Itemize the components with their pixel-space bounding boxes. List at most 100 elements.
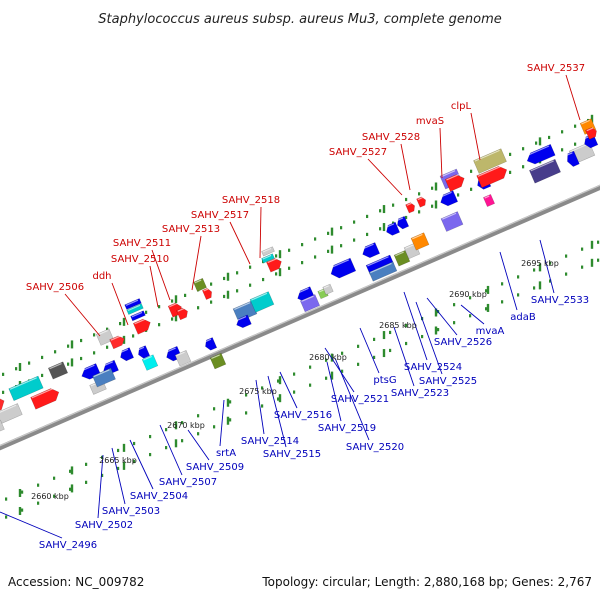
- forward-gene-label: SAHV_2527: [329, 147, 387, 158]
- leader-line: [426, 297, 458, 336]
- tick-mark: [80, 338, 83, 343]
- gene-feature: [137, 345, 151, 359]
- tick-mark: [93, 351, 96, 355]
- tick-mark: [245, 393, 248, 397]
- gene-feature: [261, 246, 275, 257]
- leader-line: [111, 282, 129, 326]
- reverse-gene-label: SAHV_2526: [434, 337, 492, 348]
- major-tick: [226, 398, 230, 407]
- major-tick: [330, 371, 334, 380]
- tick-mark: [357, 344, 360, 348]
- tick-mark: [501, 300, 504, 304]
- major-tick: [226, 290, 230, 299]
- tick-mark: [288, 266, 291, 270]
- gene-feature: [235, 314, 252, 329]
- tick-mark: [21, 508, 24, 512]
- tick-mark: [288, 248, 291, 252]
- tick-mark: [418, 210, 421, 214]
- gene-feature: [322, 283, 334, 295]
- tick-mark: [69, 469, 72, 473]
- tick-mark: [275, 272, 278, 276]
- major-tick: [278, 268, 282, 277]
- genome-summary-text: Topology: circular; Length: 2,880,168 bp…: [261, 575, 592, 589]
- tick-mark: [262, 277, 265, 282]
- leader-line: [460, 304, 485, 325]
- gene-feature: [209, 352, 227, 370]
- tick-mark: [437, 328, 440, 332]
- gene-feature: [261, 253, 275, 264]
- tick-mark: [245, 411, 248, 415]
- tick-mark: [405, 197, 408, 202]
- leader-line: [219, 399, 225, 447]
- kbp-label: 2670 kbp: [167, 421, 205, 430]
- tick-mark: [548, 135, 551, 140]
- gene-feature: [0, 403, 23, 426]
- tick-mark: [249, 283, 252, 287]
- tick-mark: [314, 237, 317, 241]
- tick-mark: [327, 249, 330, 253]
- gene-feature: [299, 294, 321, 313]
- major-tick: [590, 114, 594, 123]
- tick-mark: [379, 227, 382, 231]
- map-title: Staphylococcus aureus subsp. aureus Mu3,…: [98, 12, 502, 27]
- leader-line: [149, 265, 159, 308]
- tick-mark: [574, 142, 577, 146]
- tick-mark: [565, 272, 568, 276]
- reverse-gene-label: SAHV_2509: [186, 462, 244, 473]
- tick-mark: [210, 300, 213, 304]
- tick-mark: [21, 490, 24, 494]
- reverse-gene-label: SAHV_2520: [346, 442, 404, 453]
- gene-feature: [368, 261, 398, 282]
- tick-mark: [293, 390, 296, 394]
- gene-feature: [393, 250, 411, 267]
- tick-mark: [325, 376, 328, 380]
- leader-line: [279, 371, 298, 409]
- forward-gene-label: clpL: [451, 101, 472, 112]
- leader-line: [267, 375, 287, 448]
- major-tick: [70, 340, 74, 349]
- gene-feature: [126, 303, 144, 315]
- major-tick: [18, 488, 22, 497]
- tick-mark: [210, 282, 213, 286]
- leader-line: [191, 235, 202, 291]
- major-tick: [590, 258, 594, 267]
- tick-mark: [340, 226, 343, 230]
- major-tick: [330, 353, 334, 362]
- leader-line: [470, 112, 481, 161]
- tick-mark: [517, 293, 520, 297]
- gene-feature: [565, 150, 580, 167]
- tick-mark: [41, 373, 44, 378]
- tick-mark: [301, 261, 304, 265]
- tick-mark: [93, 333, 96, 337]
- tick-mark: [37, 501, 40, 505]
- gene-feature: [396, 215, 410, 230]
- tick-mark: [340, 244, 343, 248]
- tick-mark: [5, 515, 8, 519]
- gene-feature: [329, 257, 357, 279]
- major-tick: [278, 250, 282, 259]
- gene-feature: [444, 173, 465, 192]
- reverse-gene-label: SAHV_2504: [130, 491, 188, 502]
- kbp-label: 2690 kbp: [449, 290, 487, 299]
- tick-mark: [149, 434, 152, 439]
- tick-mark: [522, 147, 525, 151]
- major-tick: [434, 200, 438, 209]
- tick-mark: [28, 361, 31, 365]
- tick-mark: [261, 404, 264, 408]
- tick-mark: [341, 351, 344, 355]
- leader-line: [359, 327, 380, 374]
- gene-feature: [529, 158, 561, 184]
- tick-mark: [213, 425, 216, 429]
- tick-mark: [2, 390, 5, 394]
- kbp-label: 2675 kbp: [239, 387, 277, 396]
- leader-line: [159, 424, 183, 476]
- gene-feature: [405, 202, 415, 214]
- tick-mark: [67, 344, 70, 348]
- tick-mark: [229, 418, 232, 422]
- gene-feature: [141, 354, 159, 371]
- tick-mark: [117, 466, 120, 471]
- tick-mark: [119, 321, 122, 326]
- tick-mark: [117, 448, 120, 453]
- tick-mark: [277, 379, 280, 383]
